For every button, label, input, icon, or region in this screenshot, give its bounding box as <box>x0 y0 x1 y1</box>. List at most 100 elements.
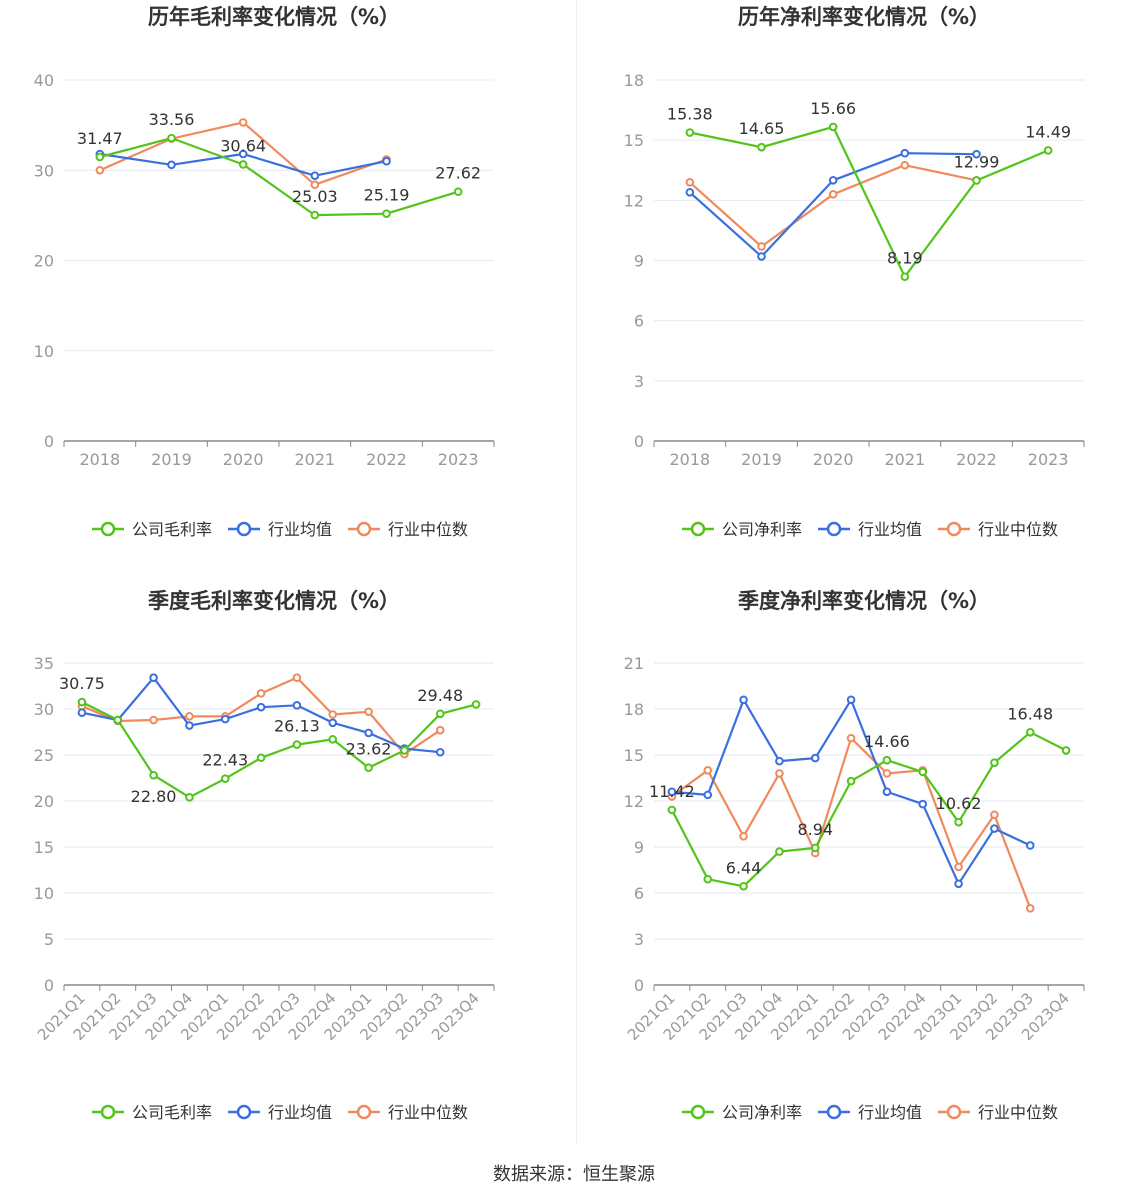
legend-label: 行业中位数 <box>978 1103 1058 1122</box>
data-point-median <box>775 769 784 778</box>
y-tick-label: 3 <box>634 930 644 949</box>
legend-item-avg: 行业均值 <box>228 1103 332 1122</box>
x-tick-label: 2020 <box>813 450 854 469</box>
legend-label: 行业均值 <box>268 520 332 539</box>
x-tick-label: 2018 <box>669 450 710 469</box>
y-tick-label: 25 <box>34 746 54 765</box>
y-tick-label: 21 <box>624 654 644 673</box>
legend-marker <box>100 1104 116 1120</box>
data-point-company <box>292 740 302 749</box>
y-tick-label: 0 <box>634 976 644 995</box>
data-point-company <box>1025 728 1035 737</box>
x-tick-label: 2020 <box>223 450 264 469</box>
data-point-avg <box>900 148 910 158</box>
data-label: 14.65 <box>739 119 785 138</box>
data-point-avg <box>220 714 230 724</box>
data-point-avg <box>364 728 373 738</box>
x-tick-label: 2022 <box>366 450 407 469</box>
data-point-avg <box>310 171 320 180</box>
data-point-company <box>382 209 391 218</box>
data-label: 8.19 <box>887 249 923 268</box>
y-tick-label: 12 <box>624 191 644 210</box>
data-label: 33.56 <box>149 110 195 129</box>
data-point-company <box>167 133 176 143</box>
y-tick-label: 35 <box>34 654 54 673</box>
chart-title: 季度毛利率变化情况（%） <box>148 589 400 613</box>
legend-item-median: 行业中位数 <box>938 520 1058 539</box>
data-label: 29.48 <box>417 686 463 705</box>
data-point-company <box>113 715 123 725</box>
data-label: 22.43 <box>202 751 248 770</box>
data-point-company <box>149 770 158 780</box>
series-line-avg <box>689 152 977 258</box>
y-tick-label: 10 <box>34 884 54 903</box>
data-point-company <box>703 874 713 884</box>
x-tick-label: 2021 <box>294 450 335 469</box>
data-point-median <box>435 725 445 735</box>
data-point-company <box>828 122 838 132</box>
data-point-avg <box>972 149 981 159</box>
data-point-median <box>310 180 320 189</box>
data-point-avg <box>382 156 391 166</box>
y-tick-label: 5 <box>44 930 54 949</box>
data-point-median <box>238 118 248 127</box>
data-point-company <box>256 753 266 763</box>
source-label: 数据来源：恒生聚源 <box>493 1164 655 1185</box>
data-point-avg <box>328 718 338 728</box>
chart-svg: 季度毛利率变化情况（%）051015202530352021Q12021Q220… <box>34 589 495 1122</box>
legend-item-company: 公司毛利率 <box>92 520 212 539</box>
data-label: 26.13 <box>274 717 320 736</box>
data-point-median <box>846 733 856 743</box>
data-label: 14.66 <box>864 732 910 751</box>
data-point-avg <box>435 747 445 757</box>
data-point-company <box>918 767 928 777</box>
legend-item-median: 行业中位数 <box>348 1103 468 1122</box>
y-tick-label: 3 <box>634 372 644 391</box>
y-tick-label: 10 <box>34 342 54 361</box>
data-point-company <box>685 128 695 137</box>
data-point-company <box>435 709 445 719</box>
data-point-median <box>685 177 695 187</box>
data-point-avg <box>918 799 928 809</box>
data-label: 25.19 <box>364 186 410 205</box>
legend-label: 行业中位数 <box>978 520 1058 539</box>
legend-marker <box>236 521 252 537</box>
data-label: 30.75 <box>59 674 105 693</box>
data-point-company <box>990 758 999 767</box>
data-point-avg <box>954 879 963 889</box>
data-point-avg <box>149 673 158 683</box>
chart-svg: 历年毛利率变化情况（%） 0 10 20 30 40 2018 2019 2020 2021 202… <box>34 5 495 539</box>
y-tick-label: 6 <box>634 312 644 331</box>
y-tick-label: 12 <box>624 792 644 811</box>
chart-panel-quarterly-net-margin: 季度净利率变化情况（%） 0 3 6 9 12 15 18 21 2021Q1 2021Q2 2021… <box>590 583 1148 1166</box>
data-point-company <box>310 210 320 220</box>
x-tick-label: 2022 <box>956 450 997 469</box>
data-label: 10.62 <box>936 794 982 813</box>
legend-item-company: 公司净利率 <box>682 520 802 539</box>
data-label: 30.64 <box>220 136 266 155</box>
data-label: 8.94 <box>797 820 833 839</box>
legend-item-median: 行业中位数 <box>938 1103 1058 1122</box>
chart-svg: 历年净利率变化情况（%） 0 3 6 9 12 15 18 2018 2019 2020 2021 20… <box>624 5 1085 539</box>
legend-marker <box>690 1104 706 1120</box>
x-tick-label: 2021 <box>884 450 925 469</box>
data-point-median <box>954 862 963 872</box>
legend-marker <box>356 521 372 537</box>
data-point-median <box>900 160 910 170</box>
data-point-avg <box>882 787 892 797</box>
data-point-company <box>667 805 677 815</box>
legend-item-avg: 行业均值 <box>818 520 922 539</box>
data-point-company <box>757 142 766 152</box>
data-point-company <box>1061 746 1071 755</box>
x-tick-label: 2023 <box>438 450 479 469</box>
data-point-company <box>775 847 784 856</box>
y-tick-label: 20 <box>34 792 54 811</box>
data-label: 22.80 <box>131 787 177 806</box>
legend-marker <box>100 521 116 537</box>
data-point-median <box>757 242 766 251</box>
y-tick-label: 40 <box>34 71 54 90</box>
chart-panel-annual-net-margin: 历年净利率变化情况（%） 0 3 6 9 12 15 18 2018 2019 2020 2021 20… <box>590 0 1148 583</box>
data-point-company <box>471 700 481 709</box>
data-point-company <box>882 755 892 765</box>
data-point-company <box>238 160 248 169</box>
